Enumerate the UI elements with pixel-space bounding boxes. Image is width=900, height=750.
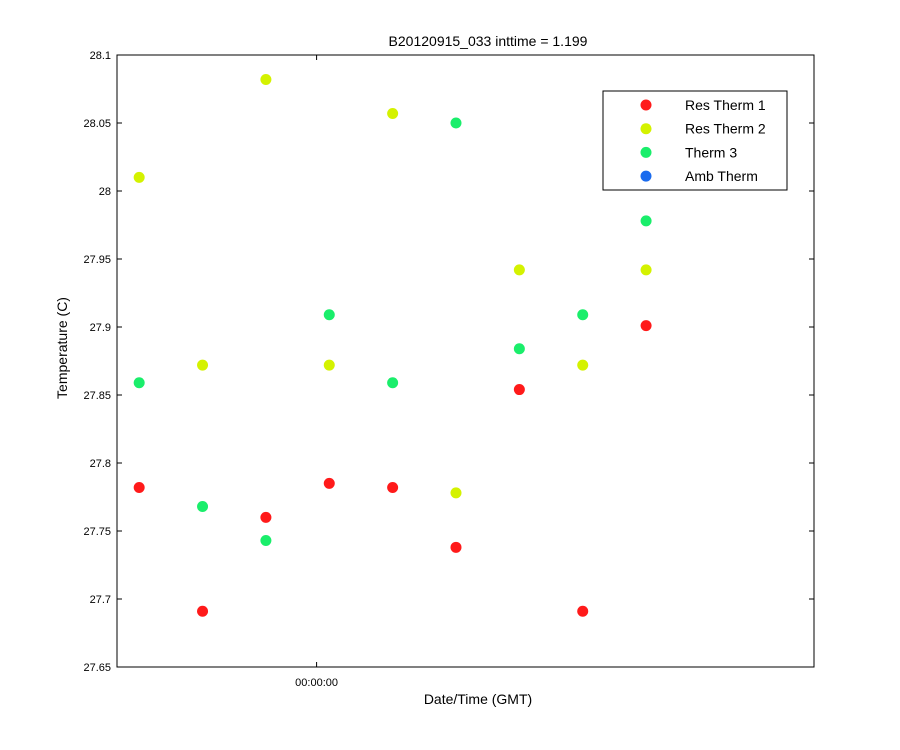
y-tick-label: 28.05 [83,118,111,130]
data-point-series-3 [640,215,652,227]
x-tick-label: 00:00:00 [295,677,338,689]
y-tick-label: 27.65 [83,662,111,674]
data-point-series-2 [513,264,525,276]
data-point-series-2 [133,171,145,183]
legend-label: Res Therm 2 [685,121,766,137]
legend-label: Res Therm 1 [685,97,766,113]
legend-marker [640,170,652,182]
x-axis-ticks: 00:00:00 [295,55,338,689]
data-point-series-2 [450,487,462,499]
data-point-series-3 [260,535,272,547]
plot-area-frame [116,54,815,668]
y-tick-label: 27.85 [83,390,111,402]
data-point-series-1 [260,511,272,523]
y-tick-label: 28.1 [90,50,111,62]
y-tick-label: 27.9 [90,322,111,334]
legend-box [602,90,788,191]
data-point-series-1 [197,605,209,617]
data-point-series-3 [450,117,462,129]
y-tick-label: 27.75 [83,526,111,538]
data-point-series-1 [133,481,145,493]
legend-marker [640,99,652,111]
data-point-series-1 [577,605,589,617]
legend-label: Amb Therm [685,168,758,184]
data-points [133,73,652,617]
legend: Res Therm 1 Res Therm 2 Therm 3 Amb Therm [602,90,788,191]
data-point-series-3 [323,309,335,321]
data-point-series-2 [260,73,272,85]
legend-marker [640,146,652,158]
data-point-series-2 [577,359,589,371]
data-point-series-2 [197,359,209,371]
legend-label: Therm 3 [685,144,737,160]
data-point-series-1 [640,320,652,332]
data-point-series-3 [513,343,525,355]
data-point-series-1 [450,541,462,553]
chart-title: B20120915_033 inttime = 1.199 [389,33,588,49]
y-tick-label: 28 [99,186,111,198]
data-point-series-1 [323,477,335,489]
y-axis-ticks: 28.1 28.05 28 27.95 27.9 27.85 27.8 27.75 27.7 27… [83,50,814,674]
data-point-series-3 [577,309,589,321]
data-point-series-2 [640,264,652,276]
data-point-series-2 [323,359,335,371]
y-tick-label: 27.7 [90,594,111,606]
data-point-series-1 [513,384,525,396]
data-point-series-3 [133,377,145,389]
legend-marker [640,123,652,135]
data-point-series-2 [387,107,399,119]
y-tick-label: 27.95 [83,254,111,266]
x-axis-label: Date/Time (GMT) [424,691,532,707]
y-axis-label: Temperature (C) [54,297,70,399]
data-point-series-1 [387,481,399,493]
data-point-series-3 [387,377,399,389]
y-tick-label: 27.8 [90,458,111,470]
data-point-series-3 [197,501,209,513]
